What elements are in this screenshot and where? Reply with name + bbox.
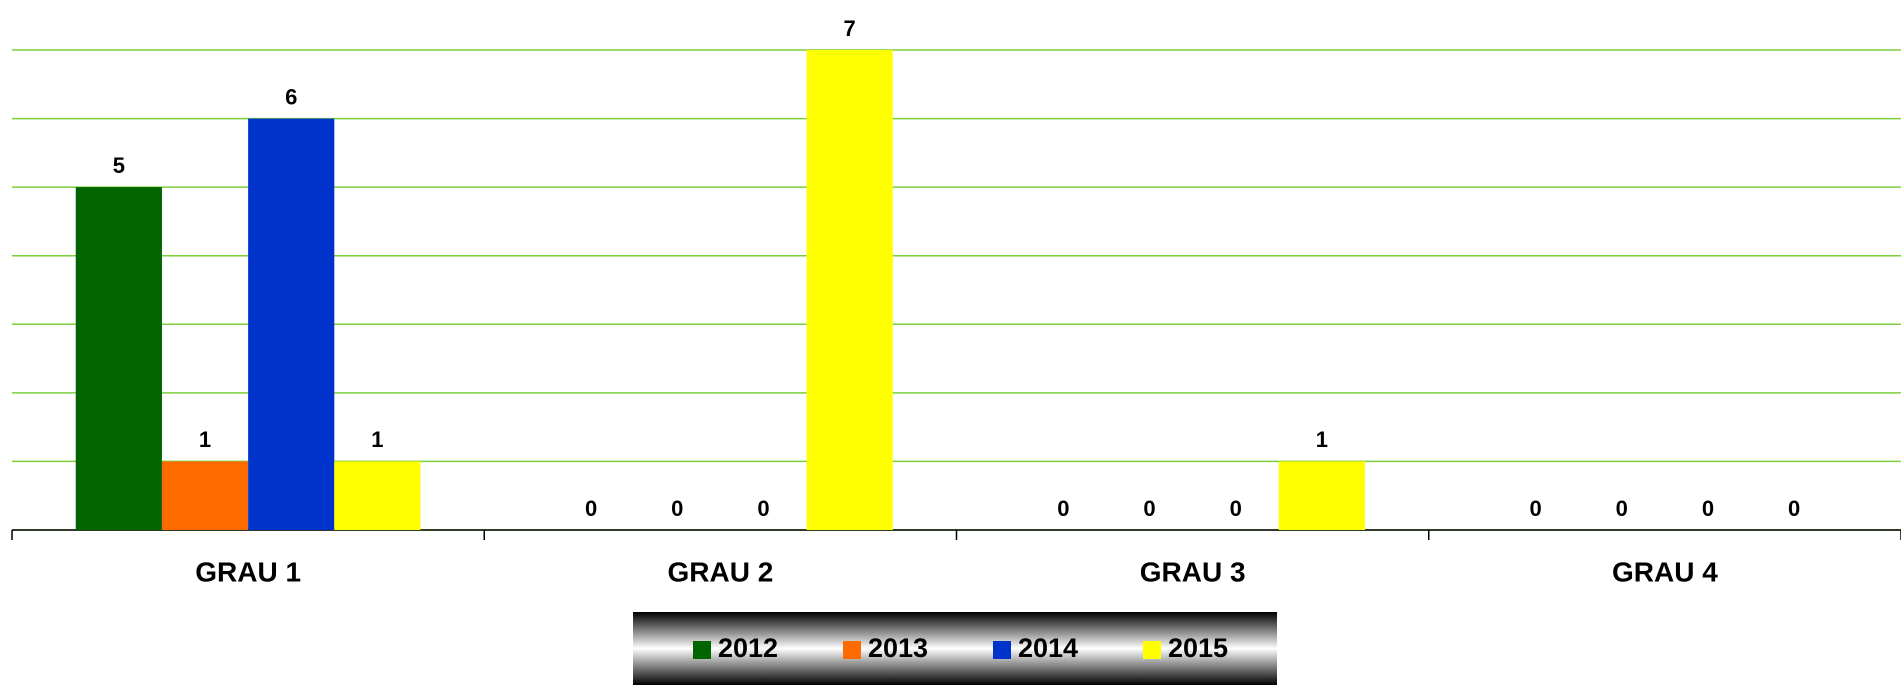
legend: 2012 2013 2014 2015 — [633, 612, 1277, 685]
data-label: 0 — [585, 496, 597, 521]
data-label: 0 — [671, 496, 683, 521]
data-label: 5 — [113, 153, 125, 178]
legend-swatch — [843, 641, 861, 659]
legend-swatch — [1143, 641, 1161, 659]
data-label: 0 — [757, 496, 769, 521]
data-label: 1 — [371, 427, 383, 452]
data-label: 0 — [1143, 496, 1155, 521]
legend-label: 2012 — [718, 633, 778, 663]
bar — [75, 187, 162, 530]
x-tick-label: GRAU 4 — [1612, 556, 1718, 587]
bar — [334, 461, 421, 530]
legend-box — [633, 612, 1277, 685]
data-label: 1 — [1316, 427, 1328, 452]
legend-label: 2013 — [868, 633, 928, 663]
bar — [1278, 461, 1365, 530]
legend-label: 2014 — [1018, 633, 1078, 663]
legend-swatch — [993, 641, 1011, 659]
data-label: 6 — [285, 84, 297, 109]
data-label: 0 — [1702, 496, 1714, 521]
data-label: 0 — [1529, 496, 1541, 521]
legend-label: 2015 — [1168, 633, 1228, 663]
bar — [806, 50, 893, 530]
x-tick-label: GRAU 1 — [195, 556, 301, 587]
x-tick-label: GRAU 2 — [667, 556, 773, 587]
legend-swatch — [693, 641, 711, 659]
data-label: 7 — [844, 16, 856, 41]
data-label: 0 — [1788, 496, 1800, 521]
data-label: 0 — [1230, 496, 1242, 521]
bar — [161, 461, 249, 530]
bar — [248, 118, 335, 531]
data-label: 0 — [1616, 496, 1628, 521]
data-label: 1 — [199, 427, 211, 452]
x-tick-label: GRAU 3 — [1140, 556, 1246, 587]
data-label: 0 — [1057, 496, 1069, 521]
